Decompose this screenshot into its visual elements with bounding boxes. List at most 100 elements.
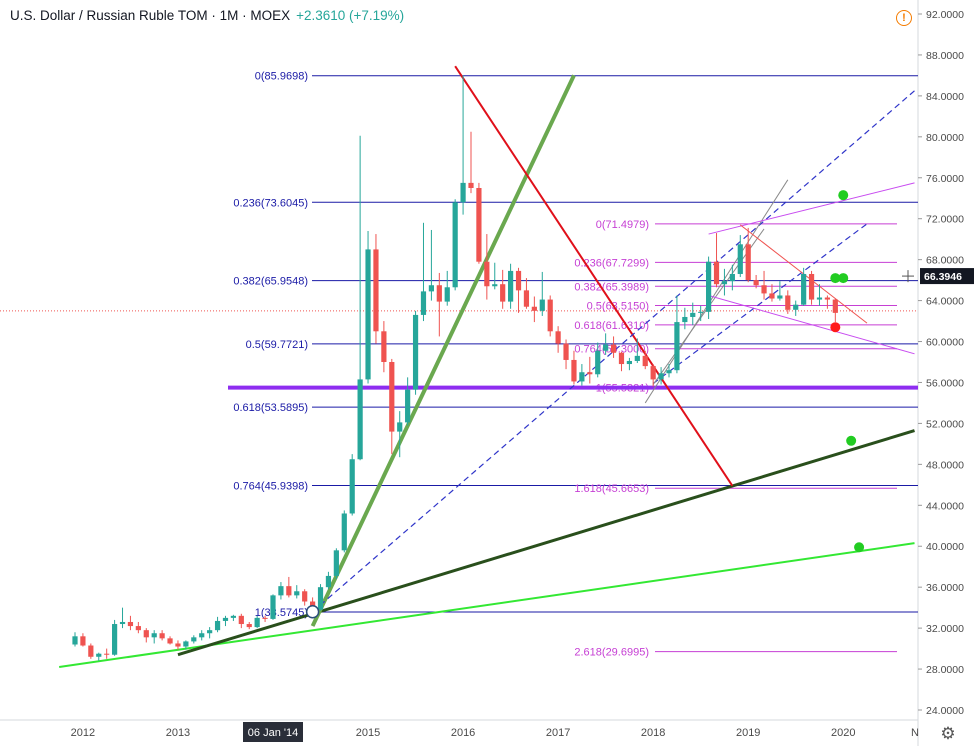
fib-level-label: 0.382(65.9548) xyxy=(233,276,308,288)
candle-body xyxy=(143,630,149,638)
marker-green-dot xyxy=(838,190,849,201)
candle-body xyxy=(777,295,783,299)
candle-body xyxy=(690,312,696,317)
candle-body xyxy=(547,299,553,332)
price-change: +2.3610 (+7.19%) xyxy=(296,8,405,23)
candle-body xyxy=(729,273,735,282)
fib2-level-label: 1.618(45.6653) xyxy=(574,483,649,495)
candle-body xyxy=(571,359,577,382)
y-tick-label: 24.0000 xyxy=(926,705,964,717)
candle-body xyxy=(642,355,648,367)
candle-body xyxy=(603,344,609,351)
channel-dashed-upper xyxy=(312,90,915,613)
candle-body xyxy=(80,636,86,646)
candle-body xyxy=(531,306,537,311)
medium-support-trendline xyxy=(177,429,915,657)
candle-body xyxy=(349,459,355,514)
y-tick-label: 56.0000 xyxy=(926,377,964,389)
x-tick-label: 2016 xyxy=(451,727,475,739)
candle-body xyxy=(405,389,411,423)
candle-body xyxy=(563,343,569,360)
candle-body xyxy=(460,182,466,203)
candle-body xyxy=(127,621,134,627)
magenta-channel-lower xyxy=(708,294,915,355)
fib2-level-label: 2.618(29.6995) xyxy=(574,647,649,659)
y-tick-label: 36.0000 xyxy=(926,582,964,594)
candle-body xyxy=(119,621,126,625)
candle-body xyxy=(595,350,601,375)
candle-body xyxy=(428,285,434,292)
marker-green-dot xyxy=(854,542,865,553)
candle-body xyxy=(769,293,775,299)
gear-icon[interactable]: ⚙ xyxy=(940,724,956,743)
candle-body xyxy=(666,370,672,374)
candle-body xyxy=(713,261,720,285)
x-tick-label: 2013 xyxy=(166,727,190,739)
fib2-level-label: 0(71.4979) xyxy=(596,219,649,231)
candle-body xyxy=(317,587,324,610)
marker-green-dot xyxy=(830,273,841,284)
candle-body xyxy=(555,331,561,344)
candle-body xyxy=(618,352,625,365)
y-tick-label: 48.0000 xyxy=(926,459,964,471)
candle-body xyxy=(254,617,260,628)
candle-body xyxy=(207,630,213,634)
y-tick-label: 68.0000 xyxy=(926,255,964,267)
warning-icon[interactable]: ! xyxy=(896,10,912,26)
candle-body xyxy=(436,285,442,302)
candle-body xyxy=(420,291,427,315)
candle-body xyxy=(515,270,522,291)
chart-header: U.S. Dollar / Russian Ruble TOM · 1M · M… xyxy=(10,8,404,23)
candle-body xyxy=(325,575,332,588)
fib-level-label: 0.236(73.6045) xyxy=(233,197,308,209)
candle-body xyxy=(72,636,78,645)
x-tick-label: 2012 xyxy=(71,727,95,739)
candle-body xyxy=(199,633,205,638)
candle-body xyxy=(183,641,189,647)
candle-body xyxy=(832,299,838,313)
candle-body xyxy=(682,316,688,323)
candle-body xyxy=(286,586,292,596)
time-cursor-badge xyxy=(243,722,303,742)
current-price-tag xyxy=(920,268,974,285)
candle-body xyxy=(452,202,458,288)
candle-body xyxy=(587,372,593,375)
candle-body xyxy=(816,297,823,300)
x-tick-label: 2015 xyxy=(356,727,380,739)
x-tick-label: 2017 xyxy=(546,727,570,739)
y-tick-label: 84.0000 xyxy=(926,91,964,103)
candle-body xyxy=(808,273,815,300)
symbol-title: U.S. Dollar / Russian Ruble TOM · 1M · M… xyxy=(10,8,291,23)
magenta-channel-upper xyxy=(708,182,915,235)
candle-body xyxy=(658,373,664,380)
candle-body xyxy=(381,331,387,362)
anchor-point xyxy=(305,604,320,619)
candle-body xyxy=(167,638,173,644)
candle-body xyxy=(801,273,807,305)
candle-body xyxy=(650,366,656,380)
candle-body xyxy=(175,643,181,647)
y-tick-label: 52.0000 xyxy=(926,418,964,430)
fib2-level-label: 0.618(61.6310) xyxy=(574,320,649,332)
candle-body xyxy=(294,591,300,596)
fib-level-label: 1(33.5745) xyxy=(255,607,308,619)
fib-level-label: 0(85.9698) xyxy=(255,71,308,83)
candle-body xyxy=(785,295,791,310)
candle-body xyxy=(262,617,268,619)
y-tick-label: 64.0000 xyxy=(926,296,964,308)
candle-body xyxy=(579,372,585,382)
marker-green-dot xyxy=(838,273,849,284)
candle-body xyxy=(412,314,419,390)
candle-body xyxy=(214,620,221,631)
marker-red-dot xyxy=(830,322,841,333)
candle-body xyxy=(230,615,236,618)
candle-body xyxy=(698,311,704,313)
candle-body xyxy=(278,586,284,596)
candle-body xyxy=(508,270,514,302)
candle-body xyxy=(333,550,339,576)
fib-level-label: 0.5(59.7721) xyxy=(246,339,308,351)
candle-body xyxy=(135,626,141,631)
candle-body xyxy=(104,653,110,655)
